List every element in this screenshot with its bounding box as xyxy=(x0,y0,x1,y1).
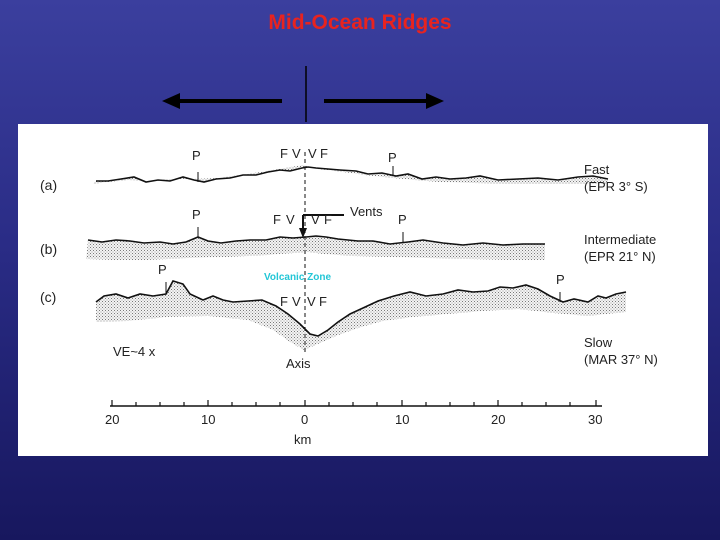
ridge-profiles-svg: (a) (b) (c) Fast (EPR 3° S) Intermediate… xyxy=(40,146,658,447)
profile-b-label: (b) xyxy=(40,241,57,257)
left-arrowhead xyxy=(162,93,180,109)
profile-b-crust xyxy=(86,236,545,260)
slide-title: Mid-Ocean Ridges xyxy=(268,11,452,34)
profile-b-location: (EPR 21° N) xyxy=(584,249,656,264)
profile-a-location: (EPR 3° S) xyxy=(584,179,648,194)
profile-c-crust xyxy=(96,281,626,350)
profile-c-p-right: P xyxy=(556,272,565,287)
scale-tick-20-right: 20 xyxy=(491,412,505,427)
vertical-exaggeration-label: VE~4 x xyxy=(113,344,156,359)
profile-a-type: Fast xyxy=(584,162,610,177)
profile-c-v-left: V xyxy=(292,294,301,309)
scale-tick-0: 0 xyxy=(301,412,308,427)
profile-b-p-right: P xyxy=(398,212,407,227)
ridge-profiles-figure: (a) (b) (c) Fast (EPR 3° S) Intermediate… xyxy=(18,124,708,456)
profile-a-f-right: F xyxy=(320,146,328,161)
profile-b-v-right: V xyxy=(311,212,320,227)
scale-unit-label: km xyxy=(294,432,311,447)
profile-a-v-right: V xyxy=(308,146,317,161)
profile-a-crust xyxy=(93,165,608,184)
profile-c-f-right: F xyxy=(319,294,327,309)
right-arrowhead xyxy=(426,93,444,109)
scale-tick-30: 30 xyxy=(588,412,602,427)
scale-bar-ticks xyxy=(111,400,597,406)
profile-a-label: (a) xyxy=(40,177,57,193)
profile-c-f-left: F xyxy=(280,294,288,309)
spreading-arrows xyxy=(162,66,444,122)
profile-b-p-left: P xyxy=(192,207,201,222)
profile-b-f-left: F xyxy=(273,212,281,227)
vents-label: Vents xyxy=(350,204,383,219)
profile-a-v-left: V xyxy=(292,146,301,161)
profile-c-location: (MAR 37° N) xyxy=(584,352,658,367)
profile-b-v-left: V xyxy=(286,212,295,227)
scale-tick-20-left: 20 xyxy=(105,412,119,427)
axis-label: Axis xyxy=(286,356,311,371)
profile-a-f-left: F xyxy=(280,146,288,161)
profile-c-p-left: P xyxy=(158,262,167,277)
profile-c-seafloor xyxy=(95,280,627,337)
profile-b-type: Intermediate xyxy=(584,232,656,247)
scale-tick-10-left: 10 xyxy=(201,412,215,427)
profile-a-p-right: P xyxy=(388,150,397,165)
profile-b-f-right: F xyxy=(324,212,332,227)
profile-b-seafloor xyxy=(87,235,545,246)
profile-c-label: (c) xyxy=(40,289,56,305)
scale-tick-10-right: 10 xyxy=(395,412,409,427)
profile-c-type: Slow xyxy=(584,335,613,350)
volcanic-zone-label: Volcanic Zone xyxy=(264,272,331,283)
profile-c-v-right: V xyxy=(307,294,316,309)
profile-a-p-left: P xyxy=(192,148,201,163)
profile-a-seafloor xyxy=(96,166,609,183)
